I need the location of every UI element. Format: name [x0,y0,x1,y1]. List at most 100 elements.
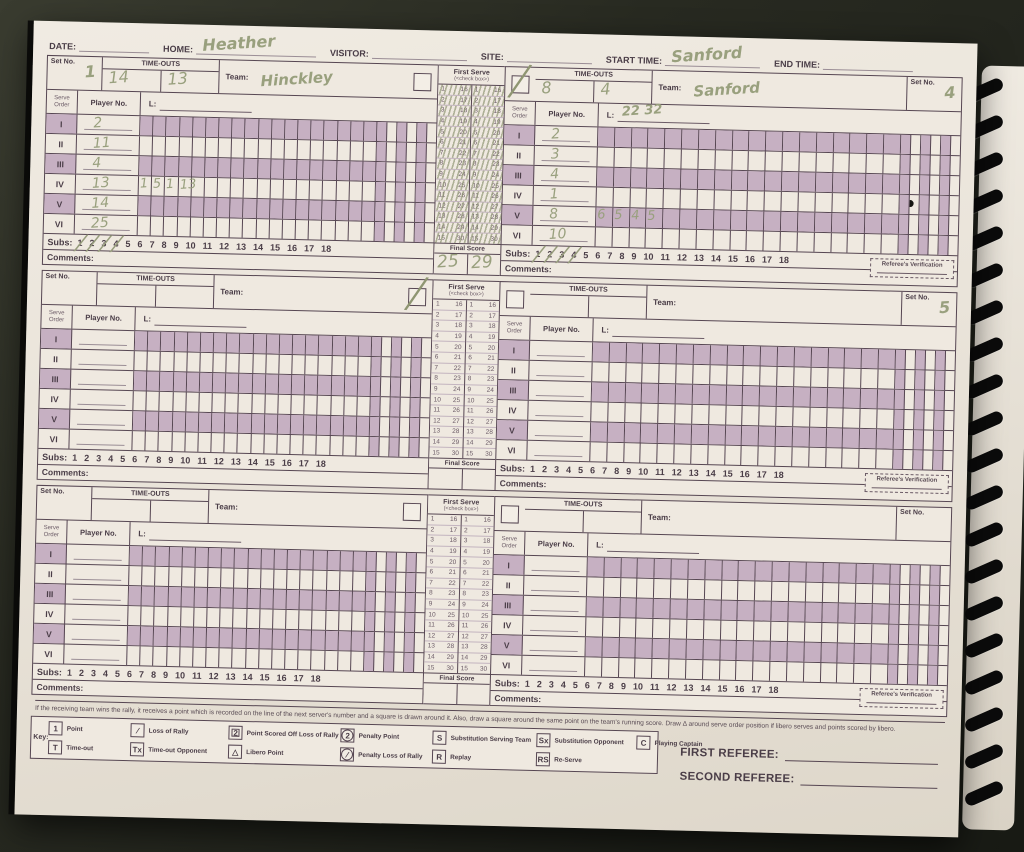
score-cell [765,171,783,191]
score-cell [618,658,636,678]
key-item: R Replay [431,749,536,767]
timeouts-block: TIME-OUTS [96,272,215,309]
score-cell [298,630,313,650]
score-number: 23 [458,160,467,168]
score-cell [319,335,333,355]
score-cell-narrow [376,552,388,572]
score-cell-narrow [913,450,924,470]
player-no-cell [69,409,134,431]
score-cell [614,147,632,168]
subs-number: 13 [235,241,247,252]
score-cell-narrow [425,223,434,242]
score-number: 16 [449,516,458,524]
score-number: 19 [459,118,468,126]
score-number: 30 [490,235,498,243]
score-cell [838,623,856,643]
score-cell [304,415,318,435]
score-cell [234,568,249,588]
score-cell [245,648,260,669]
score-cell [361,201,376,221]
score-cell-narrow [371,356,382,377]
key-item-label: Loss of Rally [148,727,189,736]
subs-number: 10 [174,669,186,680]
score-number: 24 [453,385,461,394]
score-cell [658,423,676,444]
score-cell-narrow [391,357,402,377]
score-cell-narrow [416,573,425,592]
subs-number: 5 [577,464,584,475]
running-score-pair: 8 23 [425,588,459,600]
score-cell [239,373,253,394]
score-cell [206,628,221,648]
score-cell [877,409,895,429]
score-cell [831,193,850,213]
score-cell-narrow [416,162,427,183]
score-cell [861,348,880,369]
handwritten-player-no: 10 [548,225,568,243]
subs-number: 8 [156,454,162,465]
running-score-pair: 8 23 [469,159,503,171]
score-number: 12 [427,632,436,640]
score-number: 24 [481,601,489,609]
running-score-pair: 1 16 [461,515,494,527]
running-score-pair: 6 21 [465,353,498,365]
score-cell [702,660,721,680]
score-cell-narrow [918,645,929,665]
key-symbol-re-serve: RS [535,752,551,767]
subs-number: 4 [565,464,572,475]
handwritten-player-no: 1 [549,186,560,203]
score-cell [630,168,648,188]
score-number: 25 [491,182,500,190]
score-cell-narrow [374,632,386,652]
handwritten-player-no: 14 [90,194,110,212]
score-cell [855,623,873,644]
score-cell [260,589,274,609]
score-cell [219,628,234,648]
score-cell [859,448,877,469]
score-cell [192,117,207,137]
score-cell [754,601,772,621]
score-cell [662,229,681,249]
score-cell [882,194,900,214]
score-cell-narrow [370,396,381,417]
score-cell [256,199,271,219]
score-cell [814,212,832,233]
score-cell [172,412,187,432]
score-cell: 1 [164,177,179,197]
running-score-pair: 2 17 [432,310,466,322]
serve-order-cell: I [493,554,525,575]
score-number: 10 [433,396,442,404]
score-number: 28 [490,214,499,222]
score-cell [159,391,174,412]
player-no-cell [522,635,586,657]
score-number: 7 [434,364,439,372]
score-cell-narrow [385,592,397,612]
score-cell-narrow [410,397,421,418]
score-cell [243,178,258,199]
score-number: 19 [449,547,457,556]
visitor-team-panel: TIME-OUTS Team: Set No. Serve Order Player N… [489,495,953,718]
score-cell-narrow [385,612,396,632]
score-cell-narrow [420,398,429,417]
team-label: Team: [220,287,244,297]
score-cell-narrow [910,565,921,585]
timeouts-block: TIME-OUTS 14 13 [102,57,220,94]
libero-label: L: [601,325,610,335]
subs-number: 16 [739,468,750,479]
score-number: 25 [447,611,456,619]
first-serve-checkbox: ╱ [509,64,531,99]
score-number: 11 [472,192,480,200]
score-cell [782,131,801,152]
score-cell-narrow [426,183,435,202]
running-score-pair: 6 21 [436,137,470,149]
key-rows: 1 Point ∕ Loss of Rally 2 Point Scored Off Lo… [48,721,721,770]
score-cell-narrow [417,122,428,143]
running-score-pair: 12 27 [458,631,492,644]
score-cell [142,546,157,566]
score-cell [881,234,899,254]
score-cell [141,586,156,606]
score-cell [883,154,901,174]
score-cell [831,233,849,253]
score-cell-narrow [949,196,958,215]
score-number: 17 [449,526,458,534]
